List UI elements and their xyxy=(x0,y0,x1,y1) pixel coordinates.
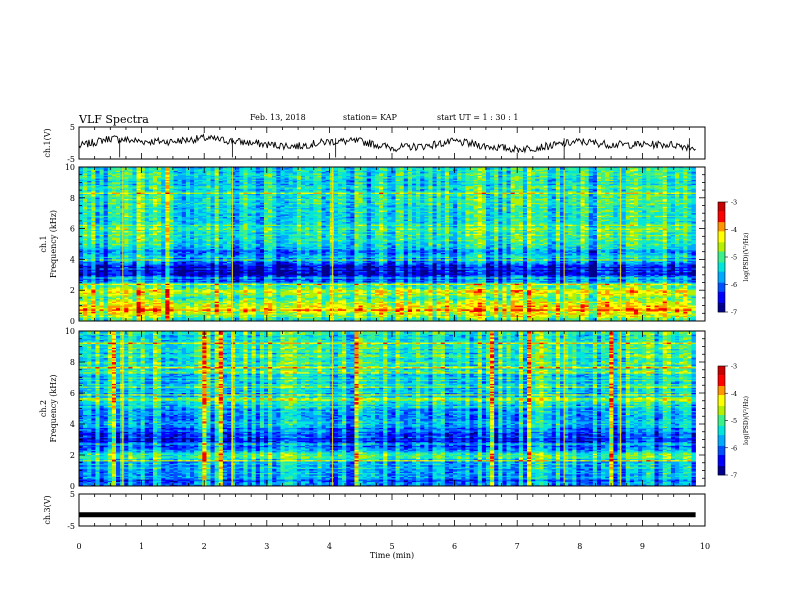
x-tick-label: 2 xyxy=(202,542,207,551)
colorbar-tick-label: -7 xyxy=(731,309,737,317)
x-tick-label: 6 xyxy=(452,542,457,551)
colorbar-tick-label: -3 xyxy=(731,363,737,371)
ch1-spectrogram-colorbar xyxy=(718,202,725,313)
ch2-spectrogram-colorbar-label: log(PSD)(V²/Hz) xyxy=(743,396,750,445)
date-label: Feb. 13, 2018 xyxy=(250,113,306,122)
colorbar-tick-label: -5 xyxy=(731,417,737,425)
y-tick-label: 2 xyxy=(70,451,75,460)
ch1-spectrogram-image xyxy=(79,167,696,322)
ch2-spectrogram-ylabel: Frequency (kHz) xyxy=(49,374,58,442)
y-tick-label: 2 xyxy=(70,286,75,295)
x-tick-label: 8 xyxy=(577,542,582,551)
station-label: station= KAP xyxy=(343,113,397,122)
x-tick-label: 9 xyxy=(640,542,645,551)
colorbar-tick-label: -6 xyxy=(731,281,737,289)
start-time-label: start UT = 1 : 30 : 1 xyxy=(437,113,518,122)
y-tick-label: 0 xyxy=(70,317,75,326)
y-tick-label: 8 xyxy=(70,194,75,203)
colorbar-tick-label: -5 xyxy=(731,254,737,262)
ch2-spectrogram-image xyxy=(79,331,696,487)
ch2-spectrogram-colorbar xyxy=(718,366,725,476)
y-tick-label: 8 xyxy=(70,358,75,367)
ch1-waveform-ylabel: ch.1(V) xyxy=(43,128,52,157)
colorbar-tick-label: -4 xyxy=(731,390,737,398)
x-tick-label: 1 xyxy=(139,542,144,551)
x-tick-label: 10 xyxy=(700,542,710,551)
y-tick-label: 5 xyxy=(70,490,75,499)
ch1-waveform-trace xyxy=(78,133,696,154)
colorbar-tick-label: -7 xyxy=(731,472,737,480)
figure-title: VLF Spectra xyxy=(79,113,149,126)
x-tick-label: 4 xyxy=(327,542,332,551)
x-tick-label: 7 xyxy=(515,542,520,551)
ch1-spectrogram-ylabel-channel: ch.1 xyxy=(39,235,48,252)
ch2-spectrogram-ylabel-channel: ch.2 xyxy=(39,400,48,417)
x-tick-label: 3 xyxy=(264,542,269,551)
x-tick-label: 0 xyxy=(76,542,81,551)
x-tick-label: 5 xyxy=(389,542,394,551)
ch1-spectrogram-ylabel: Frequency (kHz) xyxy=(49,210,58,278)
y-tick-label: 4 xyxy=(70,420,75,429)
colorbar-tick-label: -3 xyxy=(731,199,737,207)
y-tick-label: -5 xyxy=(67,522,75,531)
colorbar-tick-label: -6 xyxy=(731,444,737,452)
ch3-waveform-ylabel: ch.3(V) xyxy=(43,495,52,524)
ch1-spectrogram-colorbar-label: log(PSD)(V²/Hz) xyxy=(743,233,750,282)
y-tick-label: 6 xyxy=(70,389,75,398)
y-tick-label: 10 xyxy=(65,327,75,336)
y-tick-label: 5 xyxy=(70,123,75,132)
y-tick-label: 4 xyxy=(70,255,75,264)
y-tick-label: 6 xyxy=(70,225,75,234)
y-tick-label: 0 xyxy=(70,482,75,491)
y-tick-label: -5 xyxy=(67,155,75,164)
colorbar-tick-label: -4 xyxy=(731,226,737,234)
x-axis-label: Time (min) xyxy=(370,551,414,560)
y-tick-label: 10 xyxy=(65,163,75,172)
